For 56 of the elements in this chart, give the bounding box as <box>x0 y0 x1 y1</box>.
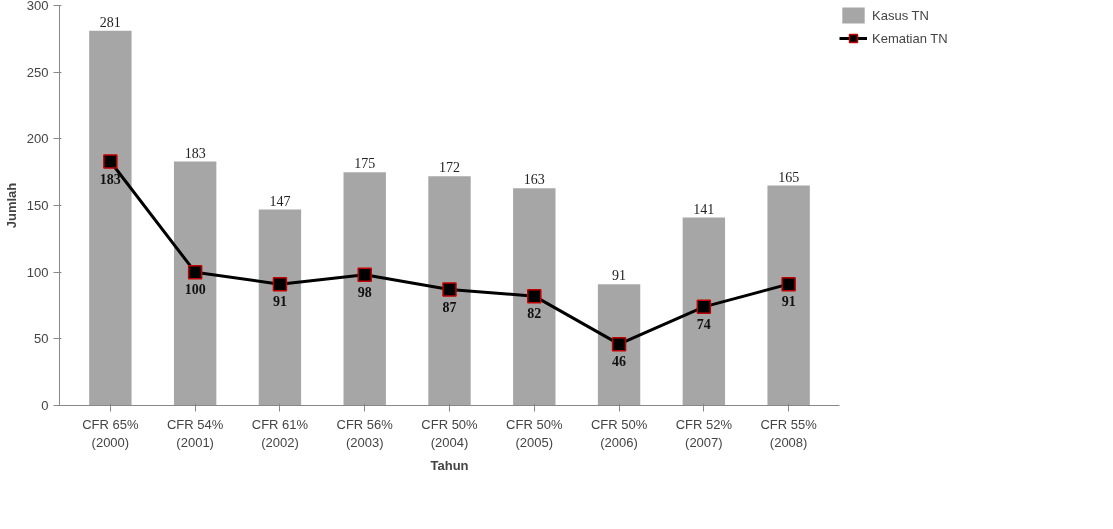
bar <box>513 188 556 406</box>
x-tick-label: CFR 55% (2008) <box>760 416 818 450</box>
bar <box>597 284 641 406</box>
bar <box>428 176 471 406</box>
point <box>272 276 288 292</box>
data-label: 87 <box>442 299 457 315</box>
data-label: 74 <box>696 316 711 332</box>
point <box>611 336 627 352</box>
bar <box>767 185 810 406</box>
data-label: 91 <box>781 294 796 310</box>
data-label: 183 <box>99 171 121 187</box>
point <box>103 154 118 169</box>
data-label: 183 <box>184 145 206 161</box>
legend-label: Kematian TN <box>872 30 948 46</box>
data-label: 281 <box>99 14 121 30</box>
bar <box>343 172 386 406</box>
data-label: 46 <box>612 354 627 370</box>
x-tick-label: CFR 54% (2001) <box>166 416 224 450</box>
y-tick-label: 200 <box>26 131 49 147</box>
x-tick-label: CFR 52% (2007) <box>675 416 733 450</box>
x-tick-label: CFR 50% (2004) <box>421 416 479 450</box>
bar <box>173 161 217 406</box>
x-tick-label: CFR 56% (2003) <box>336 416 394 450</box>
point <box>696 299 712 315</box>
point <box>442 282 457 297</box>
point <box>781 276 796 292</box>
data-label: 172 <box>439 160 460 176</box>
x-tick-label: CFR 65% (2000) <box>82 416 139 450</box>
y-tick-label: 100 <box>26 264 49 280</box>
data-label: 165 <box>778 169 800 185</box>
bar <box>258 209 302 406</box>
x-tick-label: CFR 50% (2006) <box>590 416 648 450</box>
bar <box>89 30 132 406</box>
data-label: 163 <box>523 172 545 188</box>
data-label: 147 <box>269 193 291 209</box>
data-label: 91 <box>272 294 287 310</box>
data-label: 100 <box>184 282 206 298</box>
point <box>187 264 203 280</box>
legend-label: Kasus TN <box>872 7 929 23</box>
y-tick-label: 50 <box>34 331 49 347</box>
y-tick-label: 250 <box>26 64 49 80</box>
y-tick-label: 300 <box>26 0 49 13</box>
y-tick-label: 0 <box>41 398 49 413</box>
point <box>527 288 542 304</box>
x-tick-label: CFR 61% (2002) <box>251 416 309 450</box>
data-label: 175 <box>354 156 376 172</box>
data-label: 141 <box>693 201 715 217</box>
y-axis-title: Jumlah <box>3 182 19 229</box>
data-label: 82 <box>527 306 542 322</box>
x-tick-label: CFR 50% (2005) <box>506 416 563 450</box>
point <box>357 267 372 283</box>
data-label: 91 <box>612 268 627 284</box>
data-label: 98 <box>357 284 372 300</box>
y-tick-label: 150 <box>26 198 49 213</box>
x-axis-title: Tahun <box>430 457 469 473</box>
bar <box>682 217 726 406</box>
